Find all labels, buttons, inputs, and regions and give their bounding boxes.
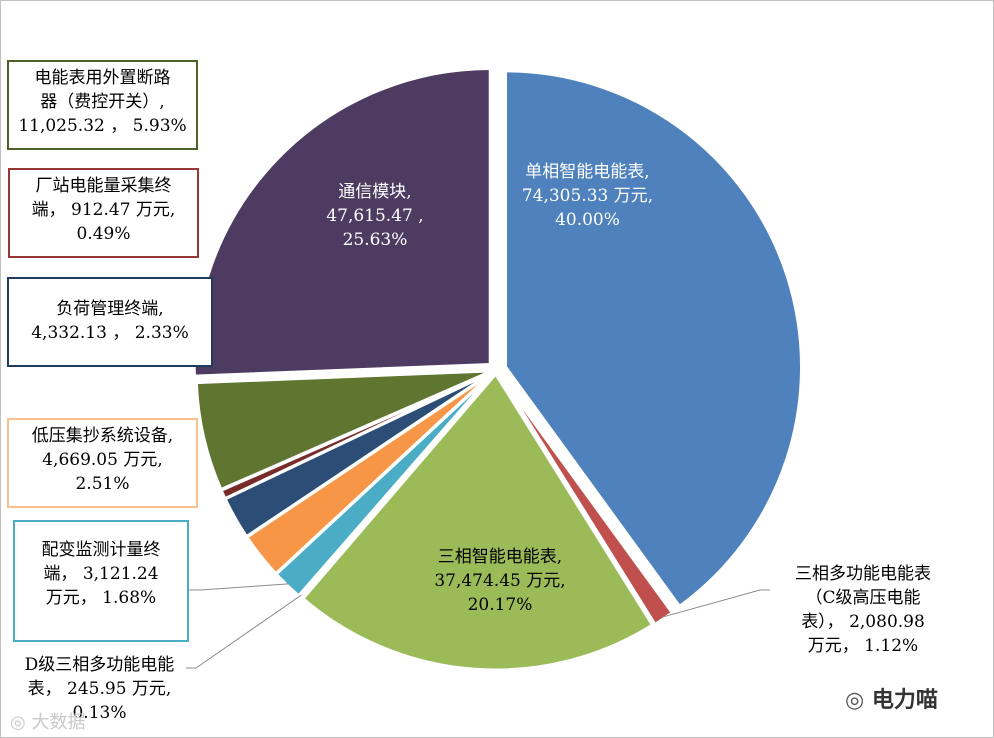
slice-label-1: 三相多功能电能表 （C级高压电能 表）， 2,080.98 万元， 1.12% bbox=[795, 564, 931, 656]
slice-label-9: 通信模块, 47,615.47 , 25.63% bbox=[326, 182, 424, 250]
wechat-icon: ◎ bbox=[10, 712, 26, 733]
watermark-right: ◎ 电力喵 bbox=[845, 682, 938, 714]
pie-slice-8 bbox=[194, 369, 493, 492]
slice-label-4: 配变监测计量终 端， 3,121.24 万元， 1.68% bbox=[13, 520, 189, 642]
leader-line-4 bbox=[189, 583, 289, 591]
pie-slice-1 bbox=[496, 372, 675, 627]
slice-label-8: 电能表用外置断路 器（费控开关）, 11,025.32 ， 5.93% bbox=[7, 60, 198, 150]
pie-slice-0 bbox=[504, 69, 803, 609]
slice-label-0: 单相智能电能表, 74,305.33 万元, 40.00% bbox=[521, 162, 654, 230]
watermark-left-text: 大数据 bbox=[31, 712, 86, 733]
slice-label-3: D级三相多功能电能 表， 245.95 万元, 0.13% bbox=[24, 655, 175, 723]
slice-label-7: 厂站电能量采集终 端， 912.47 万元, 0.49% bbox=[8, 168, 199, 258]
watermark-right-text: 电力喵 bbox=[871, 688, 938, 713]
slice-label-5: 低压集抄系统设备, 4,669.05 万元, 2.51% bbox=[7, 418, 198, 508]
leader-line-1 bbox=[662, 589, 770, 618]
watermark-left: ◎ 大数据 bbox=[10, 708, 85, 734]
wechat-icon: ◎ bbox=[845, 688, 865, 713]
pie-slice-2 bbox=[300, 371, 655, 672]
leader-line-3 bbox=[186, 594, 302, 669]
slice-label-2: 三相智能电能表, 37,474.45 万元, 20.17% bbox=[434, 547, 566, 615]
slice-label-6: 负荷管理终端, 4,332.13 ， 2.33% bbox=[7, 277, 213, 367]
